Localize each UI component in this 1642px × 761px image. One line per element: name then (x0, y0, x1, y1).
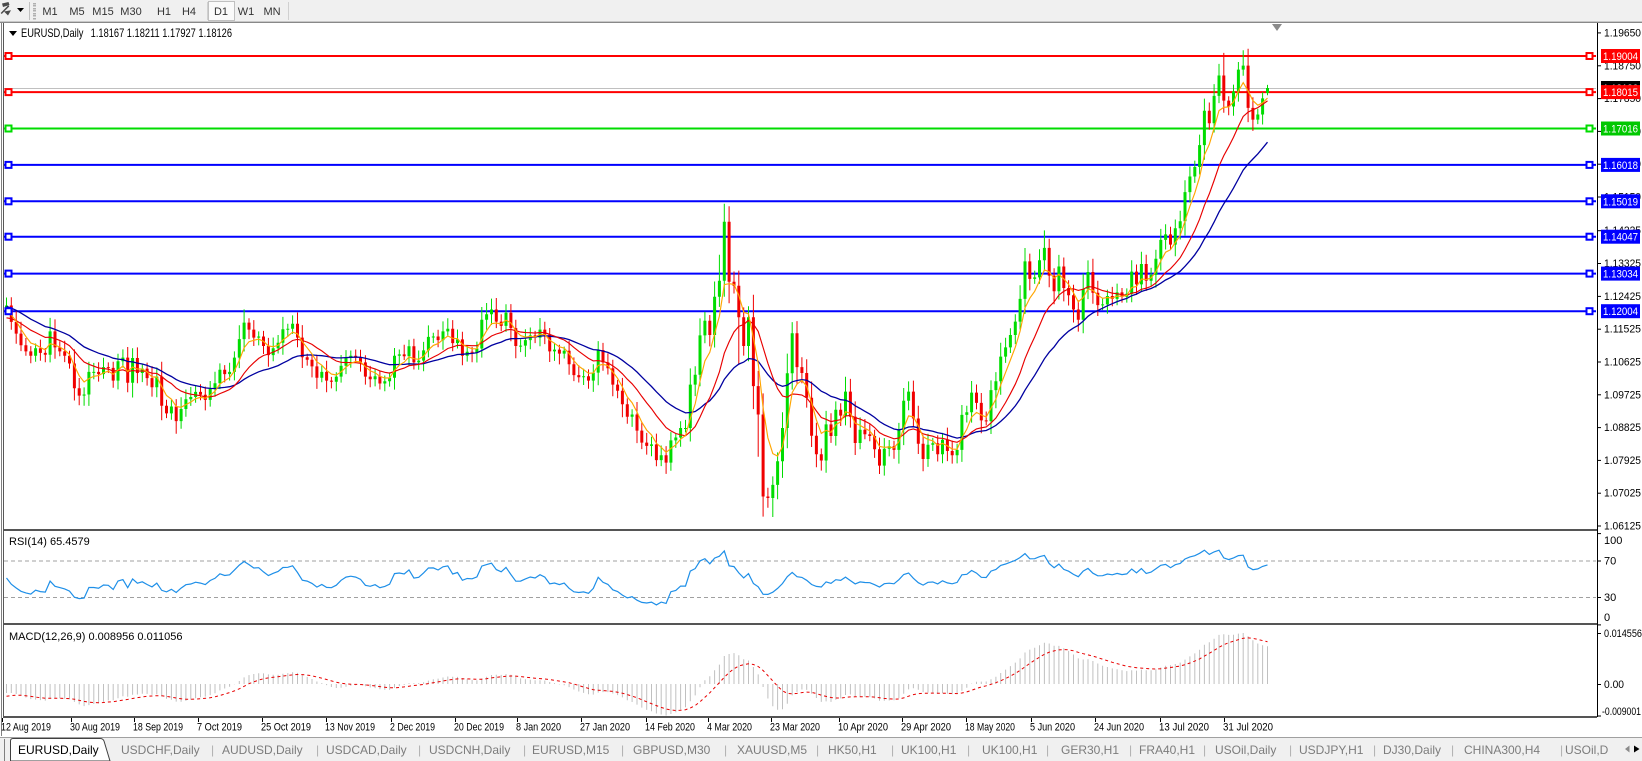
svg-text:1.16018: 1.16018 (1603, 160, 1638, 172)
svg-text:5 Jun 2020: 5 Jun 2020 (1030, 722, 1075, 734)
svg-text:0: 0 (1604, 612, 1610, 624)
svg-text:30 Aug 2019: 30 Aug 2019 (70, 722, 120, 734)
svg-text:EURUSD,Daily 1.18167 1.18211: EURUSD,Daily 1.18167 1.18211 1.17927 1.1… (21, 26, 232, 40)
svg-text:UK100,H1: UK100,H1 (901, 743, 957, 757)
svg-text:1.15019: 1.15019 (1603, 196, 1638, 208)
svg-text:|: | (891, 743, 894, 757)
svg-text:12 Aug 2019: 12 Aug 2019 (1, 722, 51, 734)
svg-text:1.12425: 1.12425 (1604, 291, 1641, 303)
svg-text:|: | (621, 743, 624, 757)
svg-text:|: | (1203, 743, 1206, 757)
svg-text:13 Jul 2020: 13 Jul 2020 (1159, 722, 1209, 734)
svg-text:1.18750: 1.18750 (1604, 60, 1641, 72)
svg-text:1.18015: 1.18015 (1603, 87, 1638, 99)
svg-text:HK50,H1: HK50,H1 (828, 743, 877, 757)
svg-text:29 Apr 2020: 29 Apr 2020 (901, 722, 951, 734)
svg-text:-0.009001: -0.009001 (1602, 706, 1641, 718)
svg-text:0.014556: 0.014556 (1604, 628, 1642, 640)
svg-text:|: | (211, 743, 214, 757)
svg-text:M30: M30 (120, 6, 141, 18)
svg-text:13 Nov 2019: 13 Nov 2019 (325, 722, 375, 734)
svg-text:|: | (816, 743, 819, 757)
svg-text:|: | (1046, 743, 1049, 757)
svg-text:D1: D1 (214, 6, 228, 18)
svg-text:MN: MN (263, 6, 280, 18)
svg-text:1.07925: 1.07925 (1604, 455, 1641, 467)
svg-text:CHINA300,H4: CHINA300,H4 (1464, 743, 1540, 757)
svg-text:|: | (1560, 743, 1563, 757)
svg-text:1.10625: 1.10625 (1604, 357, 1641, 369)
svg-text:USDJPY,H1: USDJPY,H1 (1299, 743, 1364, 757)
svg-text:EURUSD,M15: EURUSD,M15 (532, 743, 610, 757)
svg-text:23 Mar 2020: 23 Mar 2020 (770, 722, 820, 734)
svg-text:|: | (967, 743, 970, 757)
svg-text:20 Dec 2019: 20 Dec 2019 (454, 722, 504, 734)
svg-text:AUDUSD,Daily: AUDUSD,Daily (222, 743, 303, 757)
svg-text:7 Oct 2019: 7 Oct 2019 (197, 722, 242, 734)
svg-text:18 Sep 2019: 18 Sep 2019 (133, 722, 183, 734)
svg-text:|: | (523, 743, 526, 757)
svg-text:XAUUSD,M5: XAUUSD,M5 (737, 743, 807, 757)
svg-text:14 Feb 2020: 14 Feb 2020 (645, 722, 695, 734)
svg-text:|: | (1289, 743, 1292, 757)
svg-text:|: | (316, 743, 319, 757)
svg-text:1.13034: 1.13034 (1603, 269, 1638, 281)
svg-text:UK100,H1: UK100,H1 (982, 743, 1038, 757)
svg-text:|: | (1129, 743, 1132, 757)
svg-text:1.17016: 1.17016 (1603, 124, 1638, 136)
svg-text:M15: M15 (92, 6, 113, 18)
svg-text:USDCHF,Daily: USDCHF,Daily (121, 743, 200, 757)
svg-text:2 Dec 2019: 2 Dec 2019 (390, 722, 435, 734)
svg-text:EURUSD,Daily: EURUSD,Daily (18, 743, 99, 757)
svg-text:100: 100 (1604, 535, 1622, 547)
svg-text:USDCAD,Daily: USDCAD,Daily (326, 743, 407, 757)
svg-text:1.11525: 1.11525 (1604, 324, 1641, 336)
svg-text:|: | (1451, 743, 1454, 757)
svg-text:1.19004: 1.19004 (1603, 51, 1638, 63)
svg-text:W1: W1 (238, 6, 255, 18)
svg-text:MACD(12,26,9) 0.008956 0.01105: MACD(12,26,9) 0.008956 0.011056 (9, 631, 182, 643)
svg-text:|: | (724, 743, 727, 757)
svg-text:8 Jan 2020: 8 Jan 2020 (516, 722, 561, 734)
svg-text:USOil,Daily: USOil,Daily (1215, 743, 1276, 757)
svg-text:FRA40,H1: FRA40,H1 (1139, 743, 1195, 757)
svg-text:27 Jan 2020: 27 Jan 2020 (580, 722, 630, 734)
svg-text:18 May 2020: 18 May 2020 (965, 722, 1015, 734)
svg-text:31 Jul 2020: 31 Jul 2020 (1223, 722, 1273, 734)
svg-text:10 Apr 2020: 10 Apr 2020 (838, 722, 888, 734)
svg-text:H4: H4 (182, 6, 196, 18)
svg-text:M1: M1 (42, 6, 57, 18)
svg-text:1.08825: 1.08825 (1604, 422, 1641, 434)
svg-text:70: 70 (1604, 556, 1616, 568)
svg-text:1.14047: 1.14047 (1603, 232, 1638, 244)
svg-text:H1: H1 (157, 6, 171, 18)
svg-text:25 Oct 2019: 25 Oct 2019 (261, 722, 311, 734)
svg-text:24 Jun 2020: 24 Jun 2020 (1094, 722, 1144, 734)
svg-text:1.07025: 1.07025 (1604, 488, 1641, 500)
svg-text:M5: M5 (69, 6, 84, 18)
svg-text:RSI(14) 65.4579: RSI(14) 65.4579 (9, 536, 90, 548)
svg-text:GER30,H1: GER30,H1 (1061, 743, 1119, 757)
svg-text:4 Mar 2020: 4 Mar 2020 (707, 722, 752, 734)
svg-text:|: | (418, 743, 421, 757)
svg-text:1.06125: 1.06125 (1604, 521, 1641, 533)
svg-text:USOil,D: USOil,D (1565, 743, 1609, 757)
svg-text:30: 30 (1604, 592, 1616, 604)
svg-text:0.00: 0.00 (1604, 679, 1624, 691)
svg-text:1.12004: 1.12004 (1603, 306, 1638, 318)
svg-text:DJ30,Daily: DJ30,Daily (1383, 743, 1441, 757)
svg-text:GBPUSD,M30: GBPUSD,M30 (633, 743, 711, 757)
svg-text:1.19650: 1.19650 (1604, 27, 1641, 39)
svg-text:1.09725: 1.09725 (1604, 389, 1641, 401)
svg-text:|: | (1373, 743, 1376, 757)
svg-text:USDCNH,Daily: USDCNH,Daily (429, 743, 510, 757)
